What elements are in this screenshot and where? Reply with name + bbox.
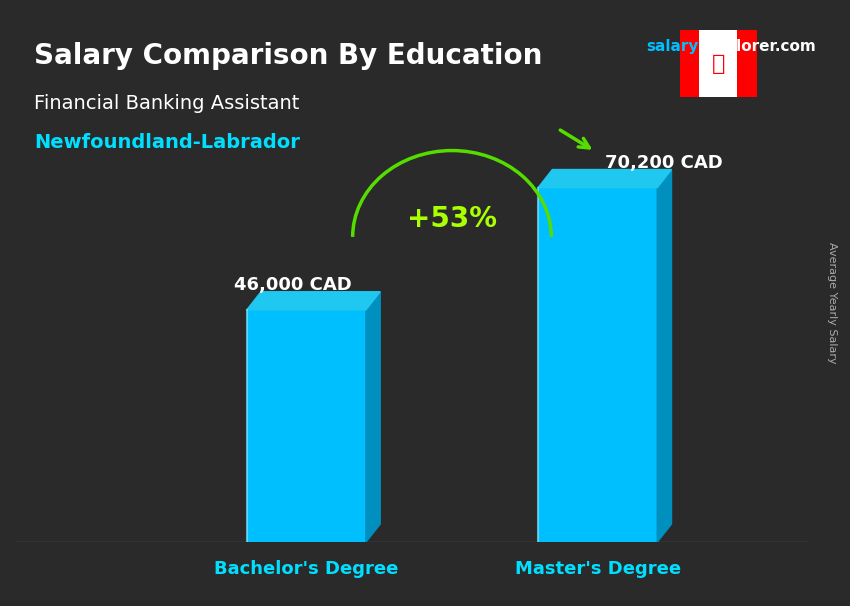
FancyBboxPatch shape [538, 188, 657, 542]
Polygon shape [246, 291, 380, 310]
Text: Master's Degree: Master's Degree [514, 561, 681, 578]
Bar [737, 30, 757, 97]
Polygon shape [366, 291, 380, 542]
Text: salary: salary [646, 39, 699, 55]
Text: 🍁: 🍁 [711, 53, 725, 74]
Bar [680, 30, 699, 97]
Text: Financial Banking Assistant: Financial Banking Assistant [34, 94, 299, 113]
Text: Average Yearly Salary: Average Yearly Salary [827, 242, 837, 364]
Text: Salary Comparison By Education: Salary Comparison By Education [34, 42, 542, 70]
Text: explorer.com: explorer.com [706, 39, 816, 55]
FancyBboxPatch shape [246, 310, 366, 542]
Polygon shape [657, 170, 672, 542]
Text: 46,000 CAD: 46,000 CAD [235, 276, 352, 294]
Text: Bachelor's Degree: Bachelor's Degree [214, 561, 399, 578]
Polygon shape [538, 170, 672, 188]
Text: 70,200 CAD: 70,200 CAD [605, 154, 722, 172]
Bar [699, 30, 737, 97]
Text: +53%: +53% [407, 205, 497, 233]
Text: Newfoundland-Labrador: Newfoundland-Labrador [34, 133, 300, 152]
